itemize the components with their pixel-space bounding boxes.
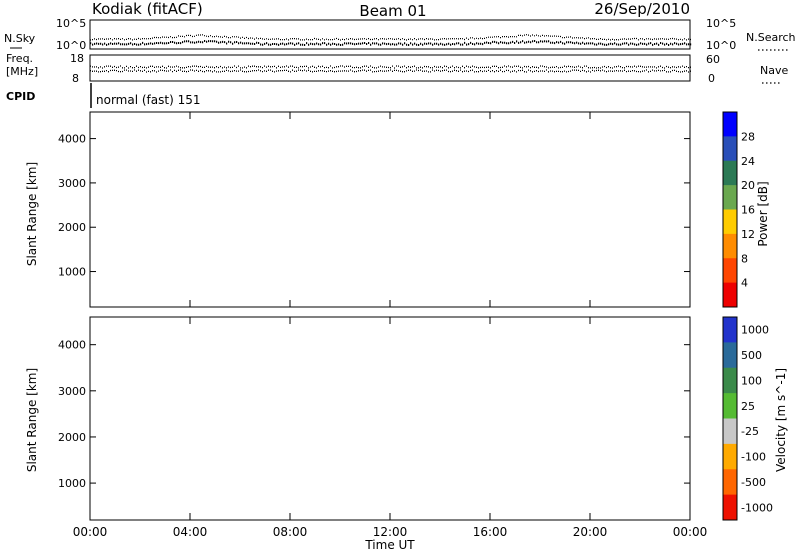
noise-panel: N.Sky 10^5 10^0 10^5 10^0 N.Search [4,17,796,52]
freq-label-line2: [MHz] [6,65,38,78]
date-title: 26/Sep/2010 [594,0,690,18]
noise-search-trace [90,34,691,41]
noise-sky-trace [90,40,692,46]
freq-label-line1: Freq. [6,52,33,65]
nave-tick-right-bottom: 0 [708,72,715,85]
freq-tick-left-bottom: 8 [72,72,79,85]
noise-tick-left-top: 10^5 [56,17,86,30]
frequency-traces [90,65,691,73]
nave-tick-right-top: 60 [706,53,720,66]
cpid-label: CPID [6,90,35,103]
beam-title: Beam 01 [359,2,426,20]
noise-tick-right-bottom: 10^0 [706,39,736,52]
cpid-row: CPID normal (fast) 151 [6,83,200,108]
frequency-trace [90,65,691,69]
noise-panel-frame [89,19,691,50]
site-title: Kodiak (fitACF) [92,0,203,18]
noise-sky-label: N.Sky [4,32,36,45]
frequency-panel-frame [89,54,691,82]
noise-search-label: N.Search [746,31,796,44]
cpid-value: normal (fast) 151 [96,93,200,107]
frequency-panel: Freq. [MHz] 18 8 60 0 Nave [6,52,788,85]
noise-traces [90,34,692,46]
nave-label: Nave [760,64,788,77]
freq-tick-left-top: 18 [70,52,84,65]
noise-tick-right-top: 10^5 [706,17,736,30]
nave-trace [90,69,691,73]
noise-tick-left-bottom: 10^0 [56,39,86,52]
